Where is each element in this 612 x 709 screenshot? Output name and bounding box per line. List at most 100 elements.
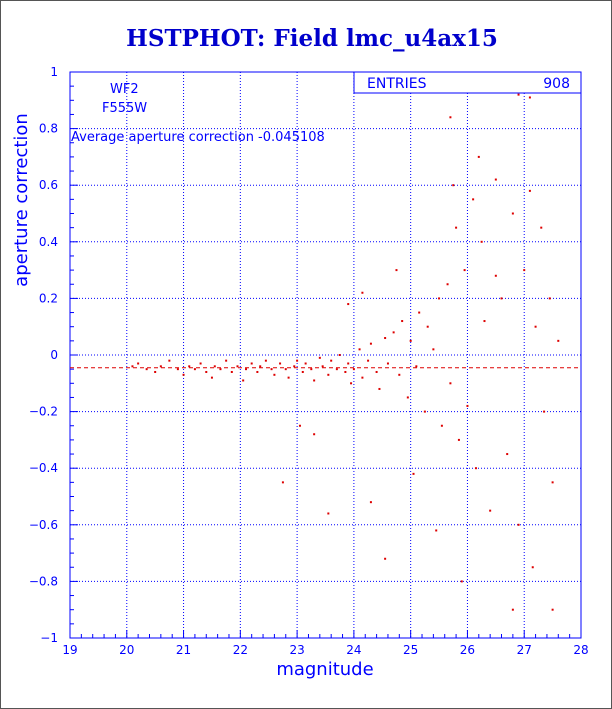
data-point [145,368,148,371]
data-point [384,337,387,340]
data-point [511,212,514,215]
data-point [293,365,296,368]
y-tick-label: 0.6 [39,178,58,192]
x-axis-title: magnitude [276,659,373,680]
x-tick-label: 21 [176,643,191,657]
data-point [449,382,452,385]
data-point [338,354,341,356]
entries-value: 908 [543,76,570,92]
data-point [154,370,157,373]
data-point [483,320,486,323]
data-point [176,368,179,371]
data-point [298,424,301,427]
data-point [435,529,438,532]
data-point [432,348,435,351]
data-point [531,566,534,569]
data-point [358,348,361,351]
entries-label: ENTRIES [367,76,427,92]
x-tick-label: 23 [289,643,304,657]
data-point [534,325,537,328]
data-point [318,356,321,359]
data-point [301,370,304,373]
data-point [406,396,409,399]
data-point [242,379,245,382]
data-point [480,240,483,243]
data-point [330,359,333,362]
data-point [369,501,372,504]
data-point [250,362,253,365]
data-point [398,373,401,376]
data-point [361,291,364,294]
data-point [347,303,350,306]
data-point [131,365,134,368]
data-point [313,433,316,436]
x-tick-label: 26 [460,643,475,657]
data-point [236,365,239,368]
data-point [423,410,426,413]
data-point [528,96,531,99]
data-point [210,376,213,379]
data-point [457,438,460,441]
data-point [367,359,370,362]
scatter-points [131,93,560,611]
data-point [500,297,503,300]
x-tick-label: 22 [233,643,248,657]
x-tick-label: 25 [403,643,418,657]
y-tick-label: 0.4 [39,235,58,249]
data-point [489,509,492,512]
y-tick-label: −0.2 [29,405,58,419]
x-tick-label: 20 [119,643,134,657]
data-point [182,373,185,376]
data-point [506,453,509,456]
data-point [409,339,412,342]
data-point [540,226,543,229]
data-point [543,410,546,413]
data-point [219,368,222,371]
data-point [412,472,415,475]
data-point [159,365,162,368]
data-point [517,93,520,96]
data-point [327,512,330,515]
data-point [472,198,475,201]
data-point [287,376,290,379]
data-point [205,370,208,373]
data-point [304,362,307,365]
data-point [415,365,418,368]
data-point [551,608,554,611]
data-point [350,382,353,385]
data-point [386,362,389,365]
data-point [313,379,316,382]
data-point [494,178,497,181]
data-point [321,365,324,368]
data-point [523,269,526,272]
average-annotation: Average aperture correction -0.045108 [71,130,325,145]
x-tick-label: 19 [62,643,77,657]
data-point [401,320,404,323]
data-point [347,362,350,365]
data-point [477,155,480,158]
y-tick-label: 0.8 [39,122,58,136]
data-point [264,359,267,362]
y-axis-title: aperture correction [11,113,32,287]
data-point [384,557,387,560]
y-tick-label: 0 [50,348,58,362]
x-tick-label: 27 [517,643,532,657]
data-point [193,368,196,371]
data-point [440,424,443,427]
entries-box: ENTRIES 908 [353,71,582,94]
data-point [369,342,372,345]
data-point [259,365,262,368]
data-point [392,331,395,334]
y-tick-label: −0.4 [29,461,58,475]
data-point [551,481,554,484]
data-point [352,368,355,371]
data-point [528,189,531,192]
data-point [225,359,228,362]
data-point [494,274,497,277]
data-point [327,373,330,376]
x-tick-label: 24 [346,643,361,657]
data-point [426,325,429,328]
data-point [452,184,455,187]
data-point [517,523,520,526]
